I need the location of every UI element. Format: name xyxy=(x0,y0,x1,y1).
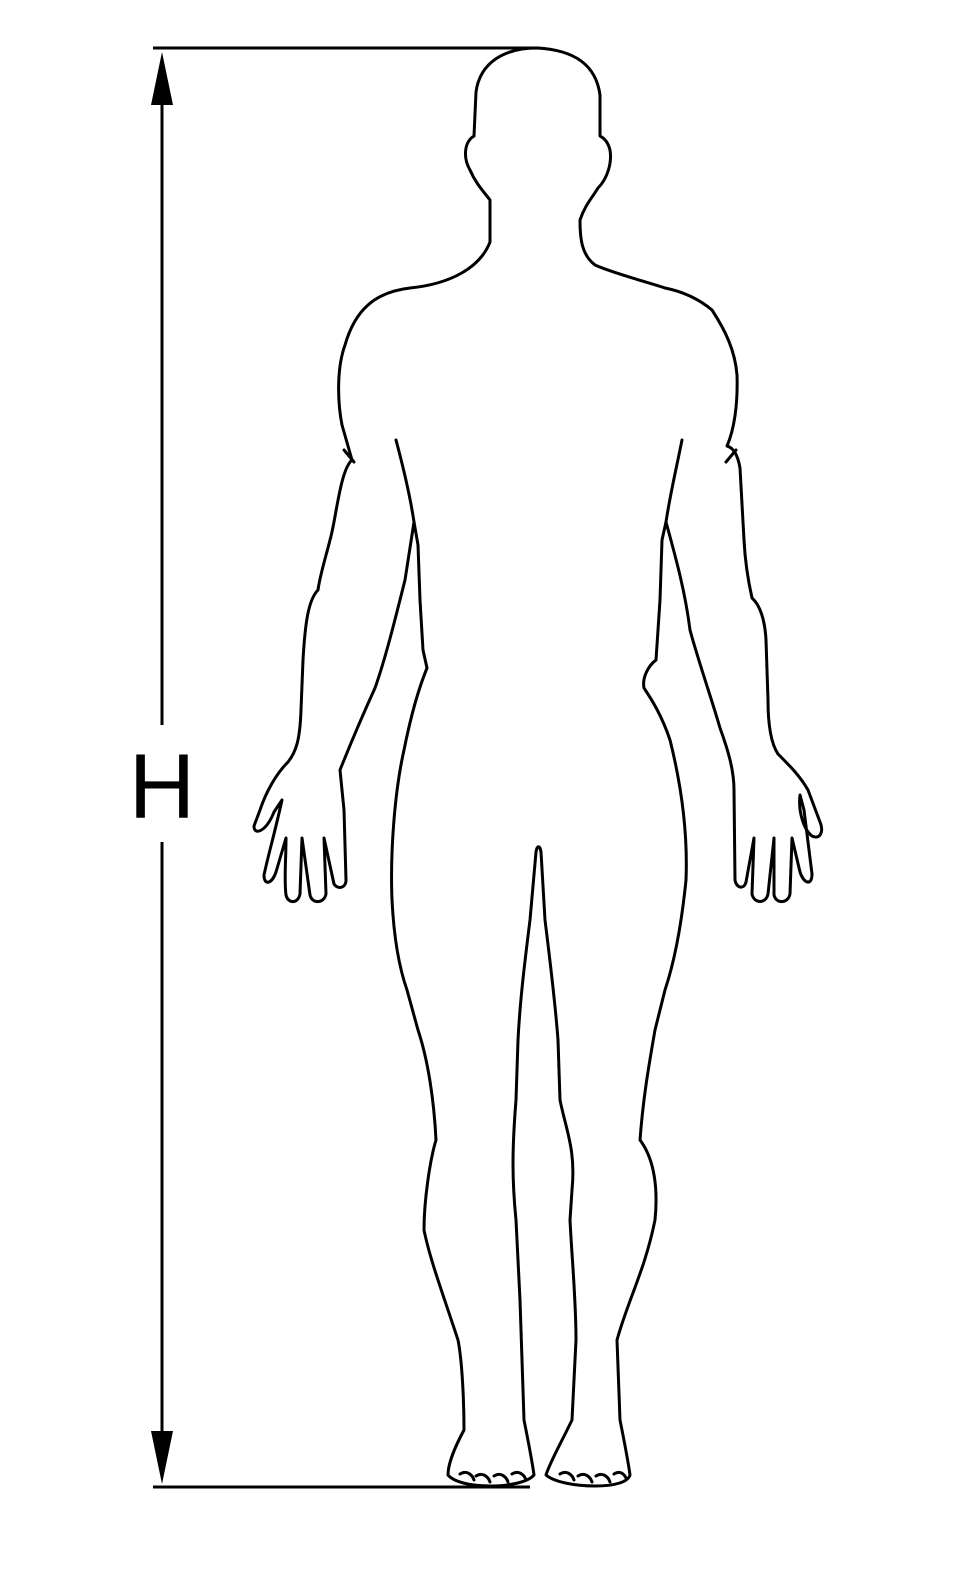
arrow-up-icon xyxy=(151,52,173,105)
human-body-outline-icon xyxy=(252,46,824,1488)
arrow-down-icon xyxy=(151,1431,173,1484)
left-upper-arm-line xyxy=(342,448,356,464)
right-foot-toes xyxy=(558,1470,628,1484)
height-dimension: H xyxy=(129,46,540,1489)
right-torso-line xyxy=(664,438,684,524)
left-foot-toes xyxy=(458,1470,528,1484)
height-label: H xyxy=(129,736,195,838)
left-torso-line xyxy=(394,438,416,524)
body-silhouette xyxy=(252,46,824,1488)
right-upper-arm-line xyxy=(724,448,738,464)
